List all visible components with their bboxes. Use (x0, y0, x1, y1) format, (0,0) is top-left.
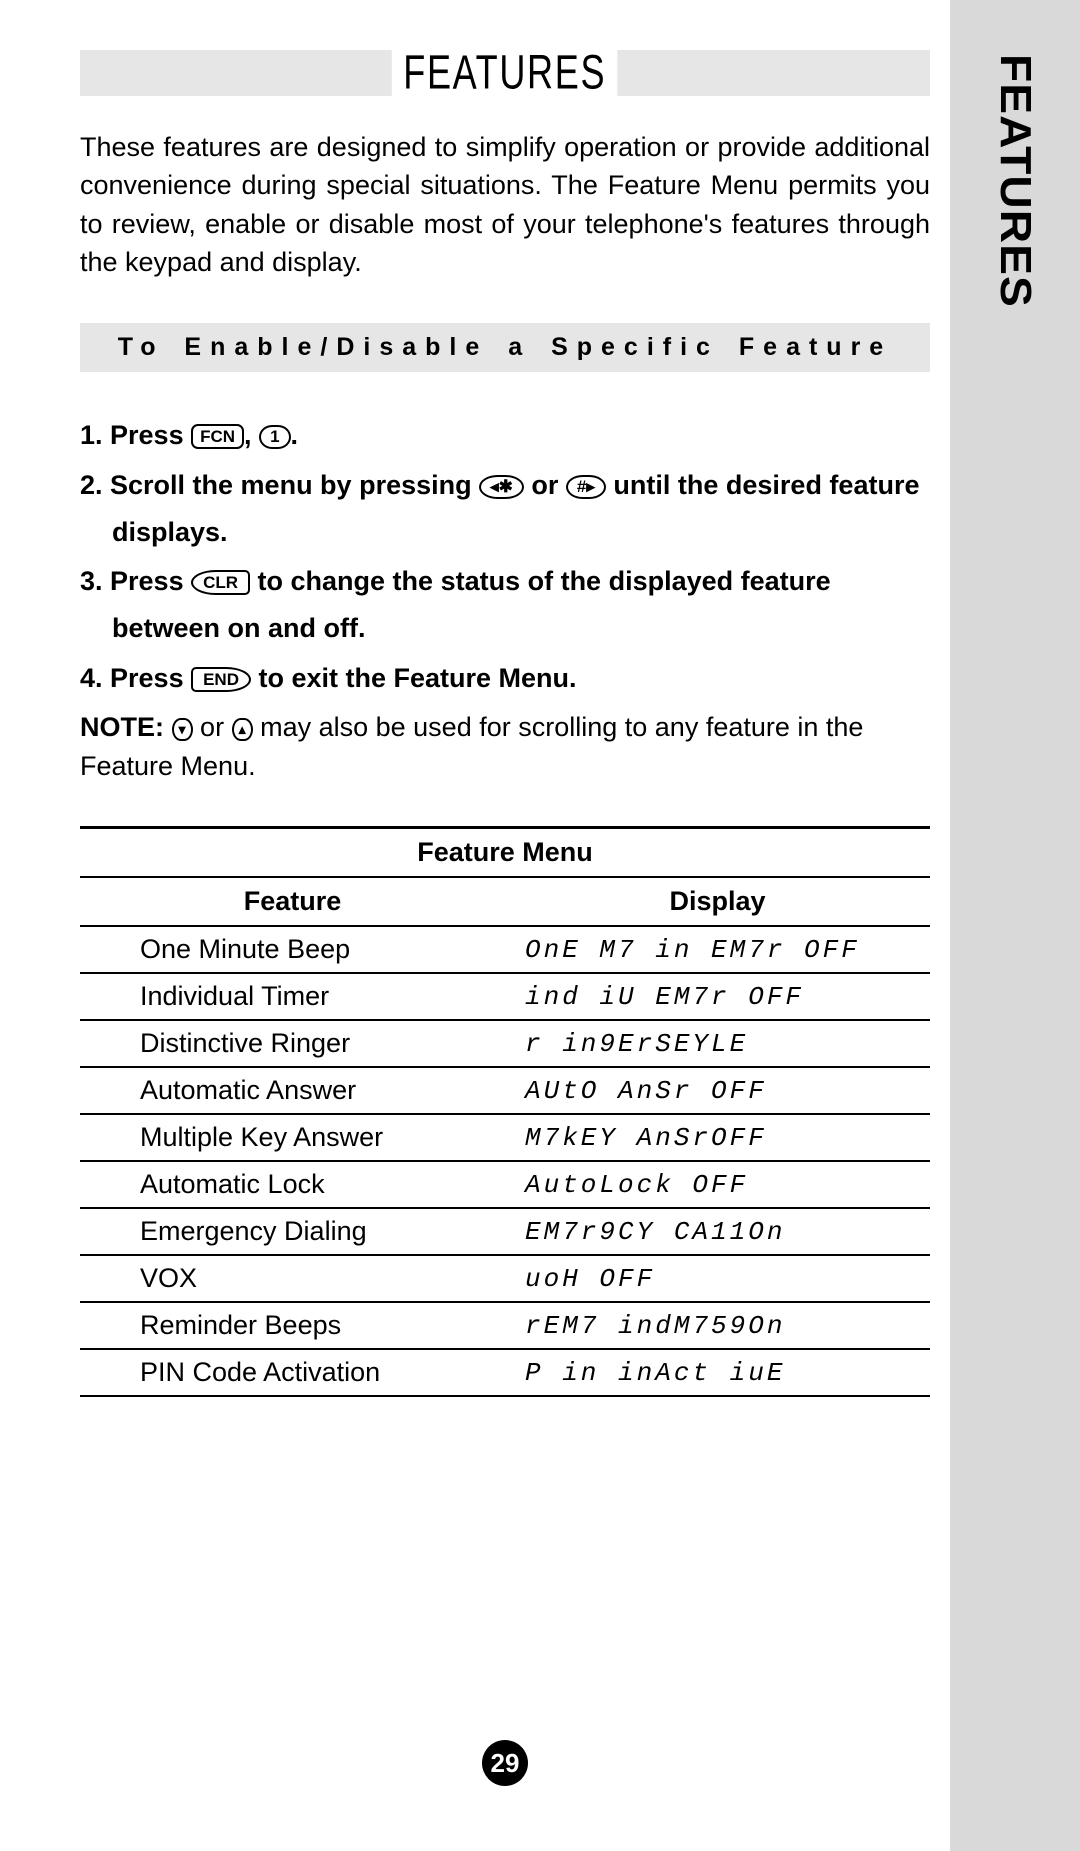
feature-display: AutoLock OFF (505, 1170, 930, 1200)
title-bar: FEATURES (80, 50, 930, 96)
note-label: NOTE: (80, 712, 164, 742)
feature-name: Multiple Key Answer (80, 1122, 505, 1153)
step-2: 2. Scroll the menu by pressing ◂✱ or #▸ … (80, 462, 930, 557)
table-row: Individual Timerind iU EM7r OFF (80, 974, 930, 1021)
feature-display: OnE M7 in EM7r OFF (505, 935, 930, 965)
feature-name: Reminder Beeps (80, 1310, 505, 1341)
table-row: Emergency DialingEM7r9CY CA11On (80, 1209, 930, 1256)
section-subhead: To Enable/Disable a Specific Feature (80, 323, 930, 372)
table-header-row: Feature Display (80, 878, 930, 927)
hash-right-key-icon: #▸ (566, 475, 606, 499)
note-text-a (164, 712, 172, 742)
clr-key-icon: CLR (191, 570, 250, 595)
table-row: Distinctive Ringerr in9ErSEYLE (80, 1021, 930, 1068)
note-text-b: or (193, 712, 232, 742)
intro-paragraph: These features are designed to simplify … (80, 128, 930, 281)
table-header-display: Display (505, 886, 930, 917)
table-row: One Minute BeepOnE M7 in EM7r OFF (80, 927, 930, 974)
step-4: 4. Press END to exit the Feature Menu. (80, 655, 930, 702)
feature-display: AUtO AnSr OFF (505, 1076, 930, 1106)
feature-name: Automatic Lock (80, 1169, 505, 1200)
table-row: Automatic AnswerAUtO AnSr OFF (80, 1068, 930, 1115)
step-3-text-a: 3. Press (80, 566, 191, 596)
feature-menu-table: Feature Menu Feature Display One Minute … (80, 826, 930, 1397)
page-content: FEATURES These features are designed to … (80, 50, 930, 1397)
page-number-container: 29 (80, 1740, 930, 1786)
feature-display: ind iU EM7r OFF (505, 982, 930, 1012)
page-number: 29 (482, 1740, 528, 1786)
table-header-feature: Feature (80, 886, 505, 917)
step-1-text-b: , (244, 420, 259, 450)
step-4-text-b: to exit the Feature Menu. (251, 663, 577, 693)
down-key-icon: ▾ (172, 718, 193, 741)
feature-name: Distinctive Ringer (80, 1028, 505, 1059)
step-1: 1. Press FCN, 1. (80, 412, 930, 459)
feature-display: EM7r9CY CA11On (505, 1217, 930, 1247)
table-row: Multiple Key AnswerM7kEY AnSrOFF (80, 1115, 930, 1162)
feature-display: P in inAct iuE (505, 1358, 930, 1388)
feature-name: Automatic Answer (80, 1075, 505, 1106)
feature-display: uoH OFF (505, 1264, 930, 1294)
feature-name: PIN Code Activation (80, 1357, 505, 1388)
step-1-text-a: 1. Press (80, 420, 191, 450)
side-tab-label: FEATURES (990, 54, 1040, 308)
step-2-text-b: or (524, 470, 566, 500)
step-3: 3. Press CLR to change the status of the… (80, 558, 930, 653)
end-key-icon: END (191, 667, 251, 692)
step-4-text-a: 4. Press (80, 663, 191, 693)
fcn-key-icon: FCN (191, 424, 244, 449)
feature-display: rEM7 indM759On (505, 1311, 930, 1341)
table-body: One Minute BeepOnE M7 in EM7r OFFIndivid… (80, 927, 930, 1397)
table-row: Reminder BeepsrEM7 indM759On (80, 1303, 930, 1350)
feature-display: M7kEY AnSrOFF (505, 1123, 930, 1153)
table-title: Feature Menu (80, 826, 930, 878)
table-row: VOXuoH OFF (80, 1256, 930, 1303)
side-tab: FEATURES (950, 0, 1080, 1851)
table-row: Automatic LockAutoLock OFF (80, 1162, 930, 1209)
page-title: FEATURES (392, 46, 618, 101)
steps-list: 1. Press FCN, 1. 2. Scroll the menu by p… (80, 412, 930, 702)
note-paragraph: NOTE: ▾ or ▴ may also be used for scroll… (80, 708, 930, 786)
up-key-icon: ▴ (232, 718, 253, 741)
star-left-key-icon: ◂✱ (479, 475, 524, 499)
feature-name: Individual Timer (80, 981, 505, 1012)
step-1-text-c: . (291, 420, 299, 450)
step-2-text-a: 2. Scroll the menu by pressing (80, 470, 479, 500)
feature-name: One Minute Beep (80, 934, 505, 965)
feature-name: Emergency Dialing (80, 1216, 505, 1247)
feature-display: r in9ErSEYLE (505, 1029, 930, 1059)
table-row: PIN Code ActivationP in inAct iuE (80, 1350, 930, 1397)
one-key-icon: 1 (259, 425, 290, 449)
feature-name: VOX (80, 1263, 505, 1294)
